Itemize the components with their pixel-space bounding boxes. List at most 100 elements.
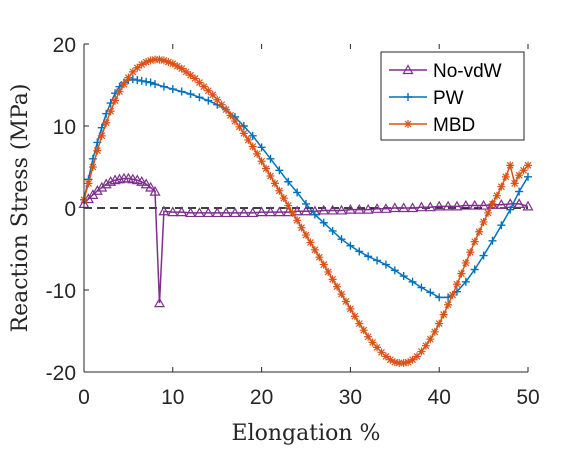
data-point-no-vdw [96,181,108,192]
data-point-pw [310,210,319,219]
x-tick-label: 30 [339,386,362,409]
legend: No-vdW PW MBD [380,51,525,141]
data-point-no-vdw [220,207,232,218]
data-point-mbd [119,80,128,89]
data-point-no-vdw [153,297,166,308]
data-point-mbd [457,269,466,278]
data-point-mbd [244,135,253,144]
data-point-pw [284,177,293,186]
data-point-mbd [421,341,430,350]
data-point-mbd [297,223,306,232]
data-point-pw [426,288,435,297]
data-point-mbd [390,358,399,367]
data-point-no-vdw [149,185,161,196]
data-point-pw [364,252,373,261]
data-point-pw [373,256,382,265]
data-point-mbd [124,73,133,82]
data-point-pw [346,241,355,250]
data-point-no-vdw [362,203,374,214]
data-point-no-vdw [247,207,259,218]
data-point-mbd [373,343,382,352]
data-point-no-vdw [140,178,152,189]
data-point-no-vdw [273,206,285,217]
legend-marker-mbd [404,120,412,128]
data-point-mbd [182,67,191,76]
data-point-no-vdw [256,206,268,217]
data-point-mbd [506,161,515,170]
x-tick-label: 50 [516,386,539,409]
data-point-mbd [142,58,151,67]
data-point-pw [293,188,302,197]
data-point-mbd [399,358,408,367]
data-point-mbd [501,172,510,181]
data-point-pw [186,90,195,99]
y-tick-layer: 20 10 0 -10 -20 [46,34,89,385]
data-point-no-vdw [380,203,392,213]
x-axis-label: Elongation % [232,421,381,446]
data-point-mbd [222,105,231,114]
data-point-no-vdw [442,200,454,211]
data-point-no-vdw [131,174,143,185]
data-point-mbd [413,352,421,361]
data-point-no-vdw [460,199,472,210]
data-point-mbd [519,166,528,175]
data-point-no-vdw [327,204,339,215]
data-point-pw [248,131,257,140]
data-point-no-vdw [389,202,401,213]
data-point-pw [399,272,408,281]
data-point-pw [177,87,186,96]
data-point-mbd [226,111,235,120]
data-point-no-vdw [202,207,214,218]
data-point-no-vdw [415,201,427,212]
data-point-pw [506,205,515,214]
data-point-mbd [510,179,519,188]
data-point-mbd [186,71,195,80]
data-point-mbd [270,179,279,188]
series-layer [78,55,534,367]
data-point-no-vdw [229,207,241,218]
data-point-mbd [488,199,497,208]
data-point-mbd [346,304,355,313]
data-point-no-vdw [211,207,223,218]
data-point-pw [302,199,310,208]
x-tick-layer: 0 10 20 30 40 50 [78,44,540,409]
legend-entry-pw: PW [389,88,464,109]
legend-entry-no-vdw: No-vdW [389,61,502,82]
data-point-no-vdw [344,203,356,214]
x-tick-label: 40 [428,386,451,409]
data-point-pw [146,78,155,87]
data-point-mbd [204,86,213,95]
data-point-pw [337,235,346,244]
data-point-mbd [284,201,293,210]
data-point-pw [479,251,488,260]
data-point-pw [524,172,532,181]
data-point-mbd [302,231,310,240]
data-point-pw [497,221,506,230]
y-axis-label: Reaction Stress (MPa) [8,84,33,333]
data-point-mbd [168,59,177,68]
data-point-mbd [97,131,106,140]
data-point-mbd [435,319,444,328]
data-point-mbd [262,164,271,173]
data-point-mbd [177,64,186,73]
series-line-no-vdw [83,177,529,304]
data-point-mbd [208,90,217,99]
series-mbd [80,55,532,367]
data-point-pw [257,143,266,152]
data-point-no-vdw [238,207,250,218]
data-point-mbd [452,280,461,289]
data-point-mbd [217,100,226,109]
data-point-pw [435,293,444,302]
data-point-pw [328,226,337,235]
data-point-mbd [310,245,319,254]
data-point-no-vdw [335,204,348,215]
data-point-mbd [288,208,297,217]
data-point-mbd [497,182,506,191]
x-tick-label: 0 [78,386,90,409]
data-point-pw [355,247,364,256]
data-point-mbd [408,355,417,364]
data-point-mbd [470,237,479,246]
data-point-mbd [377,348,386,357]
data-point-no-vdw [495,198,507,209]
data-point-mbd [395,358,404,367]
